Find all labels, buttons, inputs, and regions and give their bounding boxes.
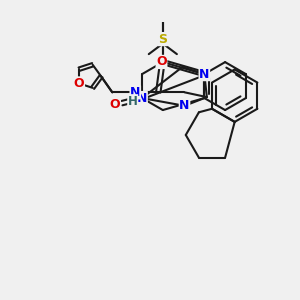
Text: N: N bbox=[179, 99, 190, 112]
Text: O: O bbox=[156, 56, 167, 68]
Text: N: N bbox=[199, 68, 209, 81]
Text: O: O bbox=[110, 98, 120, 111]
Text: N: N bbox=[130, 86, 140, 99]
Text: H: H bbox=[128, 95, 138, 108]
Text: N: N bbox=[137, 92, 147, 105]
Text: S: S bbox=[158, 33, 167, 46]
Text: O: O bbox=[74, 77, 84, 90]
